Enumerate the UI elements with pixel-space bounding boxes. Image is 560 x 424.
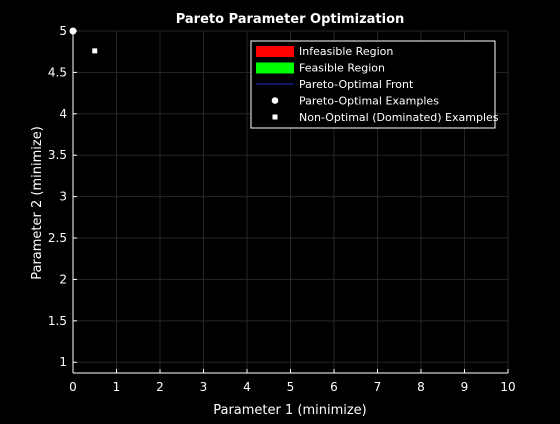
legend-label: Infeasible Region — [299, 45, 393, 58]
legend-label: Pareto-Optimal Examples — [299, 95, 439, 108]
legend: Infeasible Region Feasible Region Pareto-O… — [250, 40, 499, 129]
x-tick-label: 2 — [156, 380, 164, 394]
pareto-optimal-point — [69, 27, 77, 35]
x-tick-label: 3 — [200, 380, 208, 394]
x-tick-label: 0 — [69, 380, 77, 394]
dominated-point — [92, 48, 98, 54]
x-tick-label: 8 — [417, 380, 425, 394]
x-tick-label: 9 — [461, 380, 469, 394]
legend-swatch-patch — [256, 46, 294, 57]
y-tick-label: 1.5 — [48, 314, 67, 328]
y-tick-label: 4 — [59, 107, 67, 121]
legend-label: Non-Optimal (Dominated) Examples — [299, 111, 499, 124]
x-tick-label: 4 — [243, 380, 251, 394]
legend-swatch-patch — [256, 62, 294, 74]
y-tick-label: 5 — [59, 24, 67, 38]
legend-swatch-square — [272, 114, 278, 120]
y-tick-label: 3.5 — [48, 148, 67, 162]
x-tick-label: 10 — [500, 380, 515, 394]
x-tick-label: 5 — [287, 380, 295, 394]
x-axis-label: Parameter 1 (minimize) — [213, 403, 367, 418]
x-tick-label: 1 — [113, 380, 121, 394]
y-tick-label: 1 — [59, 355, 67, 369]
y-tick-label: 4.5 — [48, 65, 67, 79]
x-tick-label: 7 — [374, 380, 382, 394]
chart-title: Pareto Parameter Optimization — [176, 12, 405, 27]
y-axis-label: Parameter 2 (minimize) — [30, 126, 45, 280]
legend-swatch-circle — [271, 97, 279, 104]
x-tick-label: 6 — [330, 380, 338, 394]
legend-label: Pareto-Optimal Front — [299, 78, 414, 91]
legend-items: Infeasible Region Feasible Region Pareto-O… — [256, 45, 499, 124]
points-layer — [69, 27, 98, 54]
legend-label: Feasible Region — [299, 62, 385, 75]
y-tick-label: 2 — [59, 272, 67, 286]
y-tick-label: 2.5 — [48, 231, 67, 245]
y-tick-label: 3 — [59, 190, 67, 204]
